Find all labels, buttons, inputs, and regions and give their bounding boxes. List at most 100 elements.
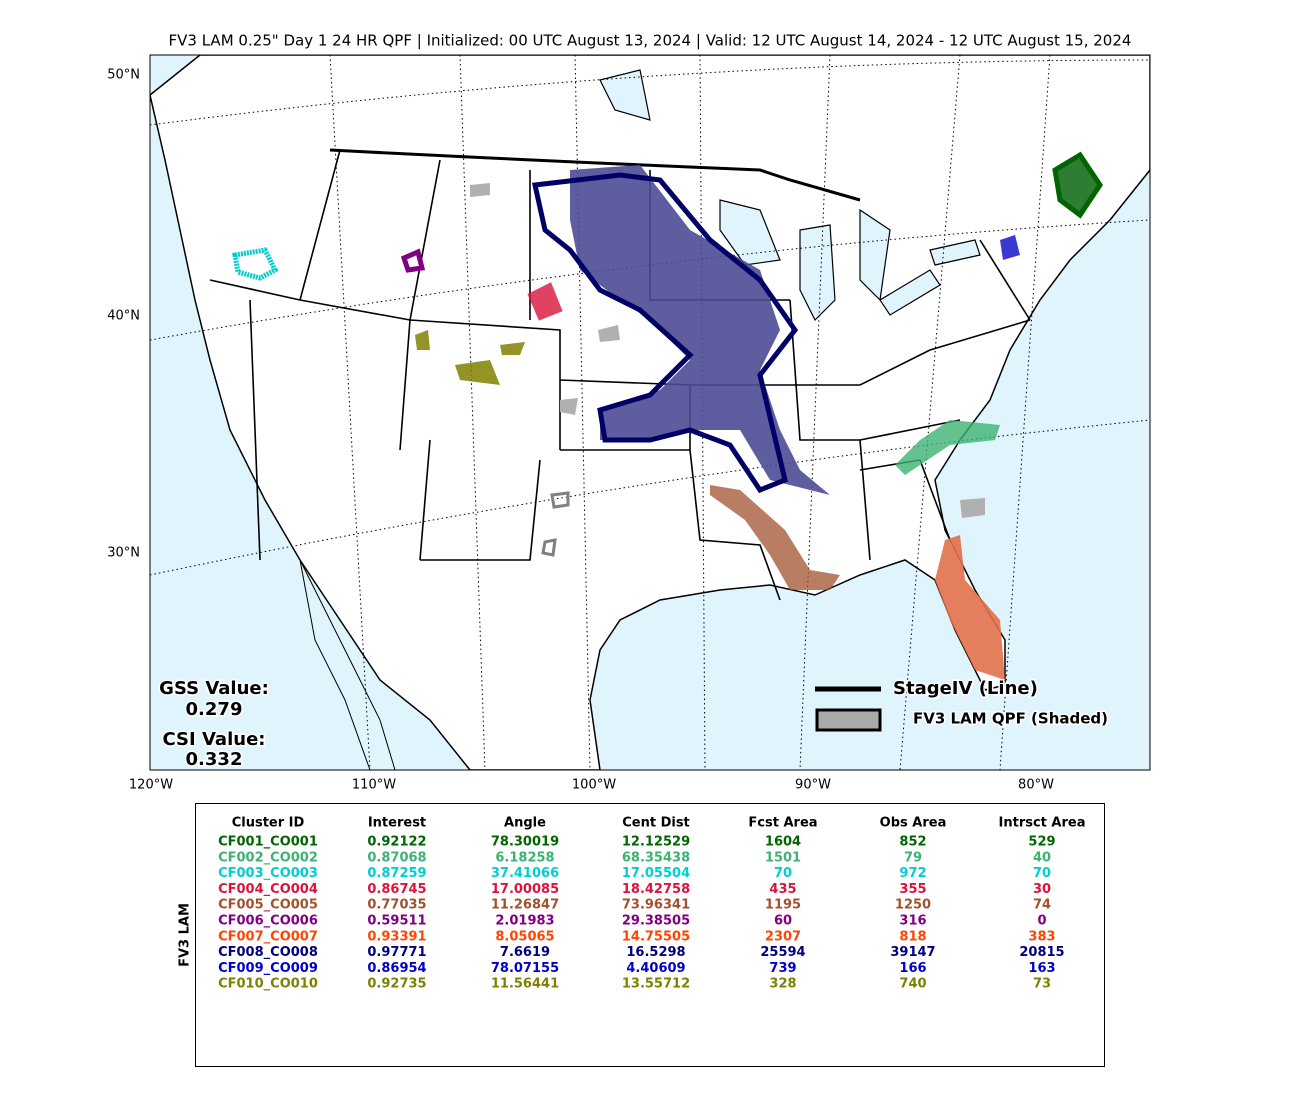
table-cell: 0.93391 bbox=[367, 929, 426, 944]
table-cell: 0 bbox=[1037, 914, 1046, 929]
map-labels: 50°N 40°N 30°N 120°W 110°W 100°W 90°W 80°W bbox=[107, 68, 1054, 793]
legend-swatch bbox=[815, 708, 882, 732]
table-cell: 39147 bbox=[890, 945, 935, 960]
table-cell: 163 bbox=[1028, 961, 1055, 976]
table-cell: 16.5298 bbox=[626, 945, 685, 960]
table-frame bbox=[195, 803, 1105, 1067]
table-cell: 739 bbox=[769, 961, 796, 976]
table-cell: 740 bbox=[899, 977, 926, 992]
table-cell: 355 bbox=[899, 882, 926, 897]
table-cell: 37.41066 bbox=[491, 866, 559, 881]
table-cell: 70 bbox=[1033, 866, 1051, 881]
table-cell: 1501 bbox=[765, 850, 801, 865]
table-cell: 0.97771 bbox=[367, 945, 426, 960]
table-cell: 12.12529 bbox=[622, 835, 690, 850]
map bbox=[150, 55, 1150, 770]
table-cell: 14.75505 bbox=[622, 929, 690, 944]
table-cell: 1195 bbox=[765, 898, 801, 913]
table-cell: 60 bbox=[774, 914, 792, 929]
table-cell: 78.07155 bbox=[491, 961, 559, 976]
table-cell: CF006_CO006 bbox=[218, 914, 318, 929]
table-cell: 68.35438 bbox=[622, 850, 690, 865]
table-cell: 0.87259 bbox=[367, 866, 426, 881]
lat-label: 30°N bbox=[107, 546, 140, 561]
table: Cluster ID Interest Angle Cent Dist Fcst Are… bbox=[218, 816, 1085, 992]
table-cell: 73.96341 bbox=[622, 898, 690, 913]
lat-label: 40°N bbox=[107, 309, 140, 324]
table-cell: 17.00085 bbox=[491, 882, 559, 897]
lon-label: 100°W bbox=[572, 778, 616, 793]
lon-label: 120°W bbox=[129, 778, 173, 793]
table-cell: 435 bbox=[769, 882, 796, 897]
lon-label: 90°W bbox=[795, 778, 831, 793]
table-cell: CF002_CO002 bbox=[218, 850, 318, 865]
table-cell: 17.05504 bbox=[622, 866, 690, 881]
table-cell: 18.42758 bbox=[622, 882, 690, 897]
table-cell: 29.38505 bbox=[622, 914, 690, 929]
table-cell: 78.30019 bbox=[491, 835, 559, 850]
table-cell: 40 bbox=[1033, 850, 1051, 865]
table-cell: 30 bbox=[1033, 882, 1051, 897]
table-cell: 383 bbox=[1028, 929, 1055, 944]
table-cell: CF005_CO005 bbox=[218, 898, 318, 913]
table-cell: 79 bbox=[904, 850, 922, 865]
table-cell: 6.18258 bbox=[495, 850, 554, 865]
column-header: Angle bbox=[504, 816, 546, 831]
lon-label: 110°W bbox=[352, 778, 396, 793]
table-cell: 972 bbox=[899, 866, 926, 881]
csi-value: 0.332 bbox=[186, 749, 243, 770]
column-header: Cluster ID bbox=[232, 816, 305, 831]
table-cell: 852 bbox=[899, 835, 926, 850]
table-cell: 1604 bbox=[765, 835, 801, 850]
table-cell: 2307 bbox=[765, 929, 801, 944]
table-cell: 25594 bbox=[760, 945, 805, 960]
table-cell: 328 bbox=[769, 977, 796, 992]
table-cell: CF008_CO008 bbox=[218, 945, 318, 960]
table-cell: 8.05065 bbox=[495, 929, 554, 944]
table-cell: CF004_CO004 bbox=[218, 882, 318, 897]
table-cell: 0.86954 bbox=[367, 961, 426, 976]
lat-label: 50°N bbox=[107, 68, 140, 83]
table-cell: 316 bbox=[899, 914, 926, 929]
table-cell: 74 bbox=[1033, 898, 1051, 913]
column-header: Interest bbox=[368, 816, 426, 831]
table-cell: 818 bbox=[899, 929, 926, 944]
table-cell: 0.86745 bbox=[367, 882, 426, 897]
column-header: Intrsct Area bbox=[999, 816, 1086, 831]
table-cell: 11.56441 bbox=[491, 977, 559, 992]
table-cell: 20815 bbox=[1019, 945, 1064, 960]
table-cell: 13.55712 bbox=[622, 977, 690, 992]
table-cell: 11.26847 bbox=[491, 898, 559, 913]
legend-shaded-label: FV3 LAM QPF (Shaded) bbox=[913, 710, 1108, 728]
table-cell: 0.59511 bbox=[367, 914, 426, 929]
table-cell: 70 bbox=[774, 866, 792, 881]
table-cell: 0.77035 bbox=[367, 898, 426, 913]
table-cell: CF010_CO010 bbox=[218, 977, 318, 992]
table-cell: CF007_CO007 bbox=[218, 929, 318, 944]
map-frame bbox=[149, 54, 1151, 771]
table-cell: 0.92122 bbox=[367, 835, 426, 850]
table-cell: 73 bbox=[1033, 977, 1051, 992]
csi-label: CSI Value: bbox=[163, 729, 266, 750]
gss-label: GSS Value: bbox=[159, 678, 269, 699]
table-cell: 4.40609 bbox=[626, 961, 685, 976]
table-cell: 529 bbox=[1028, 835, 1055, 850]
table-side-label: FV3 LAM bbox=[178, 903, 193, 967]
table-cell: CF009_CO009 bbox=[218, 961, 318, 976]
gss-value: 0.279 bbox=[186, 699, 243, 720]
table-cell: 7.6619 bbox=[500, 945, 550, 960]
table-cell: 2.01983 bbox=[495, 914, 554, 929]
table-cell: 1250 bbox=[895, 898, 931, 913]
title: FV3 LAM 0.25" Day 1 24 HR QPF | Initiali… bbox=[169, 32, 1132, 50]
column-header: Obs Area bbox=[880, 816, 947, 831]
column-header: Fcst Area bbox=[748, 816, 817, 831]
column-header: Cent Dist bbox=[622, 816, 690, 831]
table-cell: CF003_CO003 bbox=[218, 866, 318, 881]
table-cell: CF001_CO001 bbox=[218, 835, 318, 850]
table-cell: 0.87068 bbox=[367, 850, 426, 865]
table-cell: 166 bbox=[899, 961, 926, 976]
legend-line-label: StageIV (Line) bbox=[893, 678, 1038, 699]
lon-label: 80°W bbox=[1018, 778, 1054, 793]
table-cell: 0.92735 bbox=[367, 977, 426, 992]
